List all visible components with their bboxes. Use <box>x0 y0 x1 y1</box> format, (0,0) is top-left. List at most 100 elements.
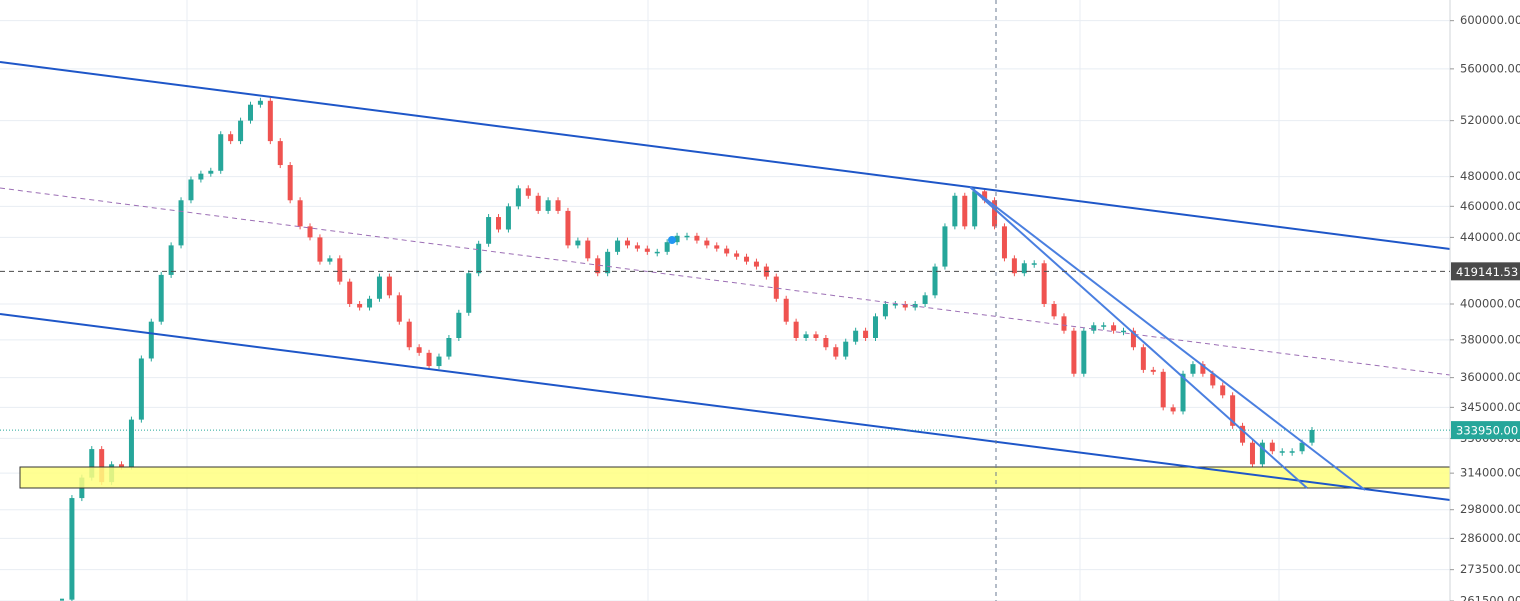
candle <box>1130 330 1136 348</box>
candle <box>376 276 382 299</box>
candle <box>585 240 591 259</box>
candle <box>1140 347 1146 370</box>
candle <box>168 245 174 275</box>
candle <box>535 195 541 211</box>
candle <box>1071 330 1077 374</box>
candle <box>188 179 194 201</box>
y-tick-label: 345000.00 <box>1460 400 1520 414</box>
candle <box>466 273 472 313</box>
channel-top <box>0 61 1451 250</box>
candle <box>1259 442 1265 465</box>
candle <box>734 253 740 257</box>
price-label-box <box>1451 421 1520 440</box>
candle <box>773 276 779 299</box>
y-tick-label: 380000.00 <box>1460 332 1520 346</box>
candle <box>962 195 968 227</box>
candle <box>406 321 412 348</box>
candle <box>684 235 690 238</box>
y-tick-label: 460000.00 <box>1460 199 1520 213</box>
candle <box>1091 325 1097 331</box>
candle <box>367 298 373 308</box>
trend-line <box>969 186 1308 489</box>
candle <box>347 281 353 304</box>
candle <box>198 173 204 180</box>
price-label: 419141.53 <box>1456 265 1518 279</box>
candle <box>982 191 988 201</box>
candle <box>952 195 958 227</box>
candle <box>1249 442 1255 465</box>
candle <box>972 191 978 227</box>
candle <box>1190 364 1196 374</box>
candle <box>744 256 750 262</box>
y-tick-label: 400000.00 <box>1460 296 1520 310</box>
candle <box>1230 395 1236 426</box>
candle <box>297 200 303 227</box>
y-tick-label: 440000.00 <box>1460 230 1520 244</box>
y-tick-label: 600000.00 <box>1460 13 1520 27</box>
candle <box>575 240 581 246</box>
candle <box>119 464 125 467</box>
candle <box>1299 442 1305 452</box>
candle <box>218 134 224 171</box>
candle <box>843 341 849 357</box>
candle <box>724 248 730 254</box>
price-label: 333950.00 <box>1456 424 1518 438</box>
candle <box>555 200 561 211</box>
candle <box>515 188 521 207</box>
y-tick-label: 560000.00 <box>1460 61 1520 75</box>
candle <box>357 303 363 308</box>
candle <box>1001 226 1007 259</box>
y-tick-label: 314000.00 <box>1460 466 1520 480</box>
candle <box>1180 373 1186 412</box>
candle <box>60 598 64 601</box>
candle <box>634 245 640 249</box>
candle <box>1051 303 1057 317</box>
candle <box>644 248 650 252</box>
candle <box>257 100 263 105</box>
candle <box>307 226 313 238</box>
candle <box>436 356 442 367</box>
candle <box>892 303 898 306</box>
candle <box>1220 385 1226 396</box>
y-tick-label: 360000.00 <box>1460 370 1520 384</box>
candle <box>238 120 244 142</box>
candle <box>823 337 829 348</box>
candle <box>872 316 878 338</box>
candle <box>178 200 184 246</box>
candle <box>942 226 948 267</box>
candle <box>1160 371 1166 408</box>
candle <box>138 358 144 420</box>
candle <box>992 200 998 227</box>
candle <box>1081 330 1087 374</box>
y-tick-label: 286000.00 <box>1460 531 1520 545</box>
candle <box>654 251 660 254</box>
marker <box>668 236 676 244</box>
candle <box>1269 442 1275 452</box>
candle <box>694 235 700 241</box>
candle <box>922 295 928 304</box>
candle <box>89 449 95 478</box>
candle <box>337 258 343 282</box>
candle <box>247 104 253 121</box>
y-tick-label: 261500.00 <box>1460 594 1520 601</box>
candle <box>545 200 551 211</box>
candle <box>1031 263 1037 265</box>
candle <box>1011 258 1017 274</box>
candle <box>1240 425 1246 443</box>
y-tick-label: 273500.00 <box>1460 562 1520 576</box>
candle <box>208 170 214 174</box>
candle <box>615 240 621 252</box>
candle <box>1279 451 1285 453</box>
candle <box>902 303 908 308</box>
candle <box>1061 316 1067 331</box>
candle <box>1170 407 1176 412</box>
candle <box>565 210 571 246</box>
candle <box>416 347 422 353</box>
candle <box>426 352 432 367</box>
candle <box>753 261 759 267</box>
y-tick-label: 520000.00 <box>1460 113 1520 127</box>
candle <box>1200 364 1206 374</box>
candle <box>99 449 105 483</box>
